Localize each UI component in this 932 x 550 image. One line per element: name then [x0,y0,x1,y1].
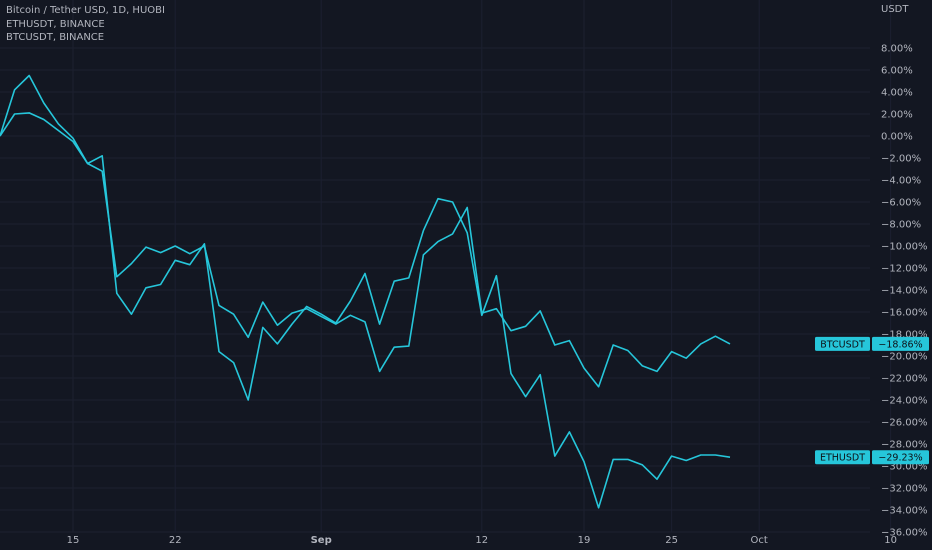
time-axis-tick: 15 [67,535,80,546]
time-axis-tick: 19 [578,535,591,546]
price-axis-tick: −32.00% [881,484,928,495]
price-axis-tick: −20.00% [881,352,928,363]
price-axis-tick: −30.00% [881,462,928,473]
last-value-tag-btcusdt: BTCUSDT −18.86% [815,336,929,351]
time-axis-tick: 25 [665,535,678,546]
price-axis-tick: −8.00% [881,220,921,231]
series-name-tag-text: BTCUSDT [820,339,865,350]
series-name-tag [815,450,870,465]
time-axis-tick: Oct [751,535,768,546]
time-axis-tick: Sep [311,535,332,546]
price-axis-tick: 2.00% [881,110,913,121]
price-axis-tick: −6.00% [881,198,921,209]
series-line-ethusdt[interactable] [0,74,731,509]
series-name-tag [815,336,870,351]
price-axis-tick: −14.00% [881,286,928,297]
series-value-tag-text: −18.86% [878,339,922,350]
time-axis-tick: 12 [475,535,488,546]
price-axis-tick: −26.00% [881,418,928,429]
legend-series-btcusdt[interactable]: BTCUSDT, BINANCE [6,32,105,43]
time-axis-tick: 22 [169,535,182,546]
series-line-btcusdt[interactable] [0,112,731,388]
last-value-tag-ethusdt: ETHUSDT −29.23% [815,450,929,465]
time-axis-tick: 10 [884,535,897,546]
series-value-tag [872,450,929,465]
time-axis[interactable]: 15 22 Sep 12 19 25 Oct 10 [67,535,897,546]
series-value-tag-text: −29.23% [878,453,922,464]
price-axis-tick: −36.00% [881,528,928,539]
legend: Bitcoin / Tether USD, 1D, HUOBI ETHUSDT,… [6,4,165,45]
last-value-tags: BTCUSDT −18.86% ETHUSDT −29.23% [815,336,929,465]
price-axis-tick: −34.00% [881,506,928,517]
price-axis-unit: USDT [881,4,909,15]
price-axis-tick: −4.00% [881,176,921,187]
legend-series-ethusdt[interactable]: ETHUSDT, BINANCE [6,18,105,30]
price-axis-tick: −16.00% [881,308,928,319]
price-axis-tick: −24.00% [881,396,928,407]
series-name-tag-text: ETHUSDT [820,453,865,464]
price-axis-tick: −12.00% [881,264,928,275]
price-axis-tick: 0.00% [881,132,913,143]
series-layer [0,74,731,509]
price-axis-tick: 6.00% [881,66,913,77]
price-axis-tick: −28.00% [881,440,928,451]
series-value-tag [872,336,929,351]
price-axis-tick: −22.00% [881,374,928,385]
price-axis-tick: −2.00% [881,154,921,165]
legend-main-symbol[interactable]: Bitcoin / Tether USD, 1D, HUOBI [6,5,165,16]
price-axis-tick: −18.00% [881,330,928,341]
price-axis-tick: −10.00% [881,242,928,253]
price-axis-tick: 4.00% [881,88,913,99]
price-axis[interactable]: USDT 8.00% 6.00% 4.00% 2.00% 0.00% −2.00% −4.0… [881,4,928,539]
price-axis-tick: 8.00% [881,44,913,55]
